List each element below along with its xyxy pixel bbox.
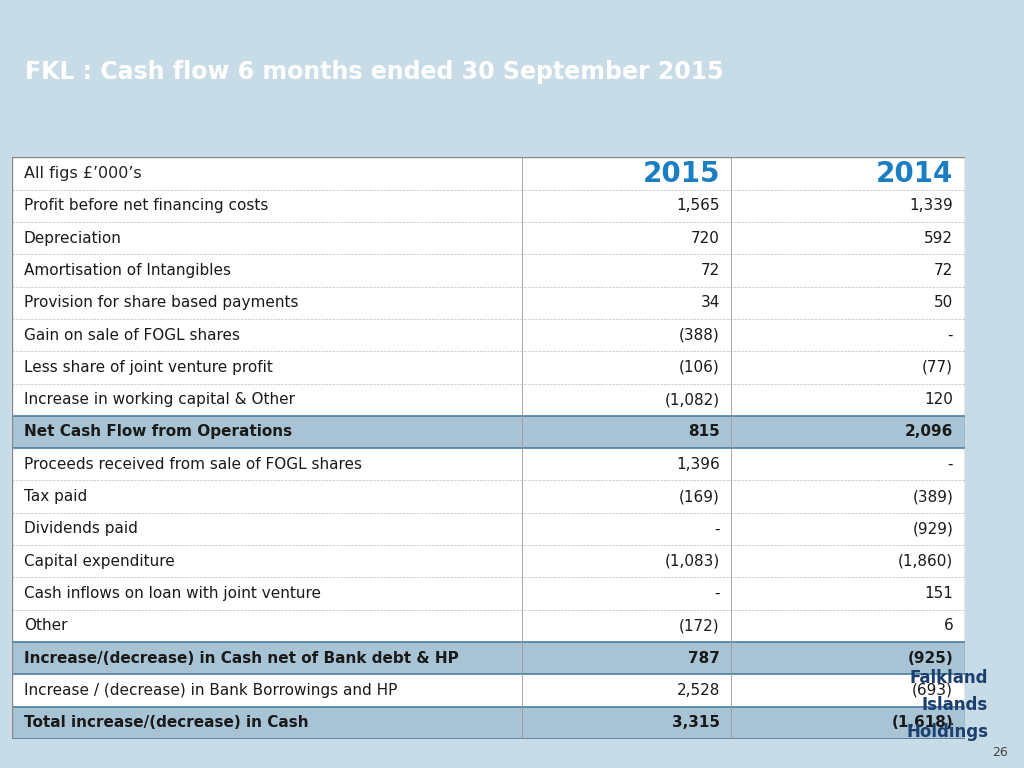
Text: Falkland: Falkland: [909, 670, 988, 687]
Text: 592: 592: [925, 230, 953, 246]
Bar: [12, 448, 965, 481]
Text: 2014: 2014: [876, 160, 953, 187]
Text: (925): (925): [907, 650, 953, 666]
Bar: [12, 481, 965, 513]
Bar: [12, 674, 965, 707]
Text: Proceeds received from sale of FOGL shares: Proceeds received from sale of FOGL shar…: [24, 457, 361, 472]
Text: Total increase/(decrease) in Cash: Total increase/(decrease) in Cash: [24, 715, 308, 730]
Text: 26: 26: [992, 746, 1008, 759]
Text: All figs £’000’s: All figs £’000’s: [24, 166, 141, 181]
Bar: [12, 351, 965, 383]
Text: (172): (172): [679, 618, 720, 634]
Text: 50: 50: [934, 295, 953, 310]
Text: (77): (77): [923, 360, 953, 375]
Text: (1,083): (1,083): [665, 554, 720, 568]
Text: Capital expenditure: Capital expenditure: [24, 554, 174, 568]
Text: (1,618): (1,618): [892, 715, 953, 730]
Text: 151: 151: [925, 586, 953, 601]
Text: Dividends paid: Dividends paid: [24, 521, 137, 536]
Text: -: -: [947, 457, 953, 472]
Bar: [12, 319, 965, 351]
Text: 72: 72: [934, 263, 953, 278]
Bar: [12, 254, 965, 286]
Text: 120: 120: [925, 392, 953, 407]
Text: 1,396: 1,396: [676, 457, 720, 472]
Text: 720: 720: [691, 230, 720, 246]
Bar: [12, 190, 965, 222]
Text: Islands: Islands: [922, 697, 988, 714]
Text: Less share of joint venture profit: Less share of joint venture profit: [24, 360, 272, 375]
Bar: [12, 222, 965, 254]
Bar: [12, 286, 965, 319]
Text: -: -: [947, 328, 953, 343]
Text: 2,528: 2,528: [677, 683, 720, 698]
Bar: [12, 545, 965, 578]
Text: (693): (693): [912, 683, 953, 698]
Text: Holdings: Holdings: [906, 723, 988, 741]
Bar: [12, 383, 965, 415]
Bar: [12, 415, 965, 448]
Text: (1,860): (1,860): [898, 554, 953, 568]
Text: -: -: [715, 521, 720, 536]
Bar: [12, 642, 965, 674]
Text: Cash inflows on loan with joint venture: Cash inflows on loan with joint venture: [24, 586, 321, 601]
Text: 6: 6: [943, 618, 953, 634]
Text: Other: Other: [24, 618, 68, 634]
Text: (1,082): (1,082): [665, 392, 720, 407]
Text: (388): (388): [679, 328, 720, 343]
Bar: [12, 578, 965, 610]
Text: 3,315: 3,315: [672, 715, 720, 730]
Bar: [12, 513, 965, 545]
Text: Increase/(decrease) in Cash net of Bank debt & HP: Increase/(decrease) in Cash net of Bank …: [24, 650, 459, 666]
Text: Amortisation of Intangibles: Amortisation of Intangibles: [24, 263, 230, 278]
Text: 72: 72: [700, 263, 720, 278]
Text: (929): (929): [912, 521, 953, 536]
Bar: [12, 610, 965, 642]
Text: Tax paid: Tax paid: [24, 489, 87, 504]
Text: (389): (389): [912, 489, 953, 504]
Bar: [12, 707, 965, 739]
Bar: [12, 157, 965, 190]
Text: 815: 815: [688, 425, 720, 439]
Text: (169): (169): [679, 489, 720, 504]
Text: 34: 34: [700, 295, 720, 310]
Text: -: -: [715, 586, 720, 601]
Text: 1,565: 1,565: [677, 198, 720, 214]
Text: (106): (106): [679, 360, 720, 375]
Text: FKL : Cash flow 6 months ended 30 September 2015: FKL : Cash flow 6 months ended 30 Septem…: [25, 60, 724, 84]
Text: Depreciation: Depreciation: [24, 230, 122, 246]
Text: Gain on sale of FOGL shares: Gain on sale of FOGL shares: [24, 328, 240, 343]
Text: Provision for share based payments: Provision for share based payments: [24, 295, 298, 310]
Text: Net Cash Flow from Operations: Net Cash Flow from Operations: [24, 425, 292, 439]
Text: 1,339: 1,339: [909, 198, 953, 214]
Text: 2015: 2015: [642, 160, 720, 187]
Text: 787: 787: [688, 650, 720, 666]
Text: Increase / (decrease) in Bank Borrowings and HP: Increase / (decrease) in Bank Borrowings…: [24, 683, 397, 698]
Text: Profit before net financing costs: Profit before net financing costs: [24, 198, 268, 214]
Text: 2,096: 2,096: [905, 425, 953, 439]
Text: Increase in working capital & Other: Increase in working capital & Other: [24, 392, 295, 407]
